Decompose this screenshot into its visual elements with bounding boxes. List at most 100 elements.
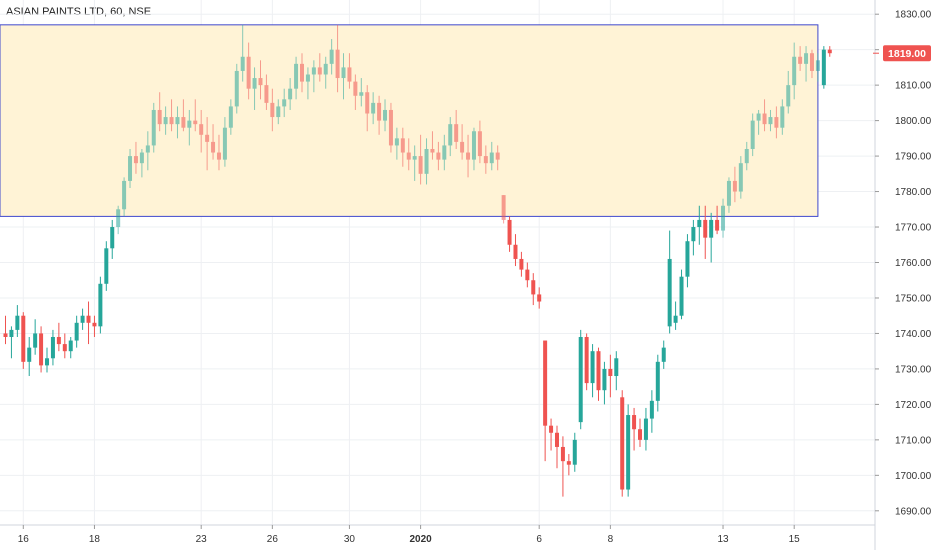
- candle: [305, 67, 310, 100]
- candle-body: [454, 124, 459, 142]
- candle: [323, 56, 328, 89]
- candle: [477, 120, 482, 164]
- candle: [821, 46, 826, 89]
- candle-body: [341, 67, 346, 79]
- candle-body: [163, 117, 168, 125]
- price-tick-label: 1710.00: [895, 435, 932, 446]
- candle: [442, 134, 447, 171]
- candle: [151, 102, 156, 153]
- candle: [412, 145, 417, 181]
- candle: [543, 340, 548, 462]
- time-tick-label: 15: [789, 534, 801, 545]
- candle: [620, 390, 625, 497]
- time-tick-label: 8: [608, 534, 614, 545]
- candle-body: [365, 92, 370, 114]
- candle-body: [133, 156, 138, 164]
- candle: [661, 340, 666, 369]
- candle-body: [169, 117, 174, 125]
- candle: [282, 88, 287, 118]
- candle: [110, 219, 115, 259]
- candle: [86, 301, 91, 345]
- candle: [294, 56, 299, 100]
- time-axis[interactable]: 16 18 23 26 30 2020 6 8 13 15: [0, 524, 875, 545]
- candle: [418, 134, 423, 185]
- candle: [21, 312, 26, 369]
- candle-body: [288, 88, 293, 100]
- candle-body: [632, 415, 637, 430]
- resistance-zone-rect[interactable]: [0, 24, 819, 217]
- candle: [685, 234, 690, 288]
- candle-body: [620, 397, 625, 490]
- candle: [632, 407, 637, 451]
- candle-body: [786, 85, 791, 107]
- candle: [483, 145, 488, 174]
- time-tick-label: 23: [196, 534, 208, 545]
- candle-body: [305, 74, 310, 82]
- candle: [436, 141, 441, 171]
- candle: [566, 454, 571, 476]
- candle-body: [460, 141, 465, 153]
- price-axis[interactable]: 1690.00 1700.00 1710.00 1720.00 1730.00 1740.…: [874, 0, 932, 550]
- candle-body: [721, 205, 726, 231]
- candle: [116, 205, 121, 235]
- last-price-label: 1819.00: [873, 45, 931, 62]
- candle: [614, 351, 619, 391]
- candle: [804, 46, 809, 82]
- candle-body: [383, 109, 388, 121]
- candle-body: [525, 269, 530, 281]
- candle: [709, 212, 714, 263]
- candle-body: [608, 368, 613, 377]
- candle-body: [15, 315, 20, 330]
- candle-body: [157, 109, 162, 125]
- candle-body: [667, 258, 672, 327]
- candle-body: [560, 446, 565, 462]
- candle-body: [554, 432, 559, 447]
- candle: [45, 347, 50, 373]
- candle-body: [768, 117, 773, 125]
- candle-body: [821, 49, 826, 86]
- candle: [537, 287, 542, 309]
- candle: [762, 99, 767, 132]
- candle: [394, 127, 399, 160]
- candle-body: [264, 85, 269, 103]
- last-price-badge: [883, 45, 931, 62]
- candle-body: [335, 49, 340, 79]
- candle: [50, 329, 55, 366]
- candle-body: [744, 148, 749, 164]
- candle-body: [649, 400, 654, 419]
- price-tick-label: 1720.00: [895, 400, 932, 411]
- candle: [300, 53, 304, 93]
- candle: [359, 78, 364, 107]
- candle: [649, 390, 654, 433]
- candle: [68, 336, 73, 359]
- time-tick-label: 30: [344, 534, 356, 545]
- candle-body: [311, 67, 316, 75]
- candle-body: [193, 120, 198, 125]
- candle: [732, 166, 737, 203]
- candle-body: [543, 340, 548, 426]
- candle-body: [448, 124, 453, 146]
- candle: [691, 219, 696, 256]
- candle: [774, 106, 779, 139]
- candle-body: [513, 244, 518, 259]
- candle-body: [323, 63, 328, 75]
- candle: [750, 113, 755, 157]
- candle: [145, 131, 150, 171]
- candle: [128, 148, 133, 189]
- candle-body: [495, 152, 500, 160]
- candle-body: [39, 333, 44, 366]
- candle: [572, 432, 577, 472]
- candle: [193, 99, 198, 132]
- candle: [525, 262, 530, 288]
- candle-body: [300, 63, 304, 82]
- candle-body: [418, 156, 423, 174]
- price-tick-label: 1790.00: [895, 152, 932, 163]
- candle: [157, 92, 162, 132]
- candle: [56, 322, 61, 352]
- candle-body: [56, 336, 61, 345]
- time-tick-label: 26: [267, 534, 279, 545]
- candle-body: [68, 340, 73, 352]
- candle: [697, 205, 702, 245]
- candle-body: [596, 351, 601, 391]
